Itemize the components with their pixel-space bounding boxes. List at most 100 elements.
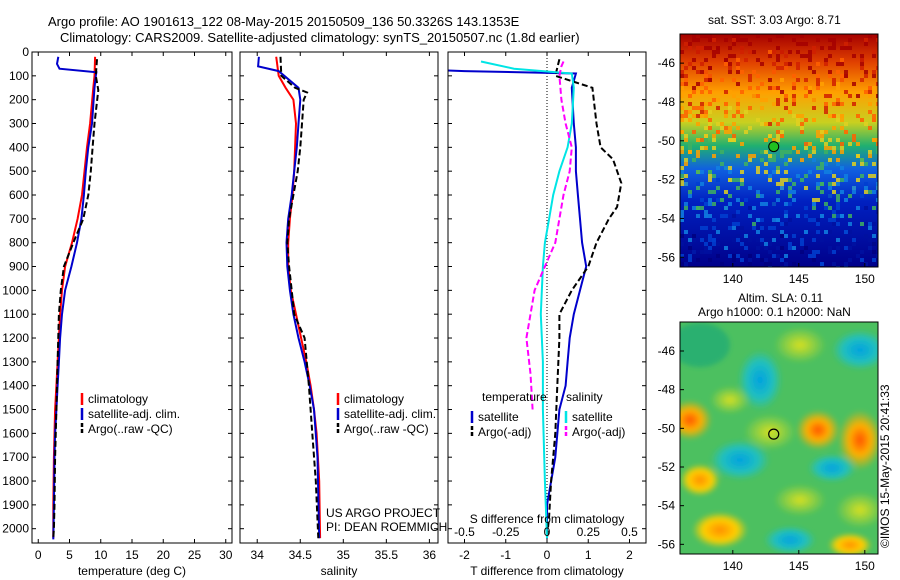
- x-tick-label: 36: [423, 548, 437, 562]
- legend-label: satellite-adj. clim.: [88, 407, 180, 421]
- depth-tick-label: 900: [9, 260, 29, 274]
- depth-tick-label: 1500: [2, 403, 29, 417]
- x-tick-label: -1: [500, 548, 511, 562]
- s-diff-tick-label: -0.25: [492, 525, 520, 539]
- series-line-salinity-satellite: [480, 60, 575, 539]
- legend-label: climatology: [88, 392, 148, 406]
- depth-tick-label: 1400: [2, 379, 29, 393]
- sla-blobs: [680, 323, 878, 554]
- series-line-temperature-satellite: [448, 69, 588, 539]
- sst-map-title: sat. SST: 3.03 Argo: 8.71: [708, 13, 841, 27]
- series-line-salinity-argo-adj: [525, 61, 573, 410]
- lon-tick-label: 150: [855, 272, 875, 286]
- lat-tick-label: -52: [658, 173, 676, 187]
- credit-line-2: PI: DEAN ROEMMICH: [326, 520, 447, 534]
- x-tick-label: 34.5: [289, 548, 313, 562]
- lon-tick-label: 140: [723, 559, 743, 573]
- legend-title: temperature: [482, 390, 547, 404]
- lat-tick-label: -56: [658, 537, 676, 551]
- x-tick-label: 25: [188, 548, 202, 562]
- sst-map-panel: sat. SST: 3.03 Argo: 8.71 140 145 150 -46 -4…: [658, 13, 879, 286]
- lon-tick-label: 145: [789, 559, 809, 573]
- lat-tick-label: -54: [658, 211, 676, 225]
- series-line-argo-raw-qc: [279, 56, 320, 539]
- x-axis-label: T difference from climatology: [470, 564, 624, 578]
- x-tick-label: -2: [459, 548, 470, 562]
- depth-tick-label: 1800: [2, 474, 29, 488]
- depth-tick-label: 200: [9, 93, 29, 107]
- timestamp-label: ©IMOS 15-May-2015 20:41:33: [878, 384, 892, 548]
- depth-tick-label: 1200: [2, 331, 29, 345]
- salinity-profile-panel: 34 34.5 35 35.5 36 salinity climatologysatelli…: [239, 51, 439, 578]
- depth-tick-label: 2000: [2, 522, 29, 536]
- difference-profile-panel: -2 -1 0 1 2 -0.5 -0.25 0 0.25 0.5S difference fro…: [447, 51, 647, 578]
- x-tick-label: 15: [125, 548, 139, 562]
- sla-map-title: Altim. SLA: 0.11: [738, 291, 823, 305]
- lat-tick-label: -46: [658, 344, 676, 358]
- legend-label: Argo(..raw -QC): [344, 422, 429, 436]
- depth-tick-label: 1600: [2, 426, 29, 440]
- lat-tick-label: -48: [658, 95, 676, 109]
- lat-tick-label: -50: [658, 421, 676, 435]
- x-tick-label: 0: [35, 548, 42, 562]
- depth-tick-label: 1300: [2, 355, 29, 369]
- x-tick-label: 5: [66, 548, 73, 562]
- series-line-satellite-adj-clim: [257, 56, 321, 539]
- s-diff-tick-label: 0.5: [621, 525, 638, 539]
- depth-tick-label: 1100: [3, 307, 29, 321]
- lon-tick-label: 140: [723, 272, 743, 286]
- lat-tick-label: -50: [658, 134, 676, 148]
- credit-line-1: US ARGO PROJECT: [326, 506, 441, 520]
- x-tick-label: 30: [219, 548, 233, 562]
- x-tick-label: 35: [337, 548, 351, 562]
- sla-map-subtitle: Argo h1000: 0.1 h2000: NaN: [698, 305, 851, 319]
- plot-frame: [239, 51, 439, 544]
- legend-title: salinity: [566, 390, 603, 404]
- sla-map-panel: Altim. SLA: 0.11 Argo h1000: 0.1 h2000: …: [658, 291, 879, 573]
- lat-tick-label: -52: [658, 460, 676, 474]
- lat-tick-label: -46: [658, 56, 676, 70]
- sst-pixel-noise: [680, 34, 878, 267]
- lat-tick-label: -54: [658, 499, 676, 513]
- depth-tick-label: 1700: [2, 450, 29, 464]
- s-diff-tick-label: 0: [544, 525, 551, 539]
- title-line-1: Argo profile: AO 1901613_122 08-May-2015…: [48, 14, 520, 29]
- depth-tick-label: 400: [9, 140, 29, 154]
- lat-tick-label: -56: [658, 250, 676, 264]
- legend-label: Argo(-adj): [572, 425, 625, 439]
- x-tick-label: 34: [251, 548, 265, 562]
- legend-label: satellite: [572, 410, 613, 424]
- depth-tick-label: 700: [9, 212, 29, 226]
- s-diff-tick-label: 0.25: [577, 525, 601, 539]
- legend-label: climatology: [344, 392, 404, 406]
- x-axis-label: temperature (deg C): [78, 564, 186, 578]
- series-line-temperature-argo-adj: [546, 58, 623, 539]
- depth-tick-label: 300: [9, 117, 29, 131]
- x-tick-label: 35.5: [375, 548, 399, 562]
- legend-label: Argo(-adj): [478, 425, 531, 439]
- depth-tick-label: 1000: [2, 283, 29, 297]
- depth-tick-label: 100: [9, 69, 29, 83]
- depth-tick-label: 1900: [2, 498, 29, 512]
- temperature-profile-panel: 0 5 10 15 20 25 30 temperature (deg C) 0 100 200 30…: [2, 45, 232, 578]
- legend-label: Argo(..raw -QC): [88, 422, 173, 436]
- legend-label: satellite: [478, 410, 519, 424]
- x-tick-label: 0: [544, 548, 551, 562]
- depth-tick-label: 500: [9, 164, 29, 178]
- lon-tick-label: 150: [855, 559, 875, 573]
- x-tick-label: 1: [585, 548, 592, 562]
- legend-label: satellite-adj. clim.: [344, 407, 436, 421]
- s-diff-tick-label: -0.5: [454, 525, 475, 539]
- depth-tick-label: 600: [9, 188, 29, 202]
- argo-location-marker: [768, 141, 780, 153]
- argo-location-marker: [768, 428, 780, 440]
- s-diff-axis-label: S difference from climatology: [470, 512, 625, 526]
- x-tick-label: 20: [157, 548, 171, 562]
- lon-tick-label: 145: [789, 272, 809, 286]
- x-axis-label: salinity: [321, 564, 358, 578]
- depth-tick-label: 800: [9, 236, 29, 250]
- title-line-2: Climatology: CARS2009. Satellite-adjuste…: [60, 30, 580, 45]
- series-line-argo-raw-qc: [52, 59, 100, 539]
- x-tick-label: 2: [626, 548, 633, 562]
